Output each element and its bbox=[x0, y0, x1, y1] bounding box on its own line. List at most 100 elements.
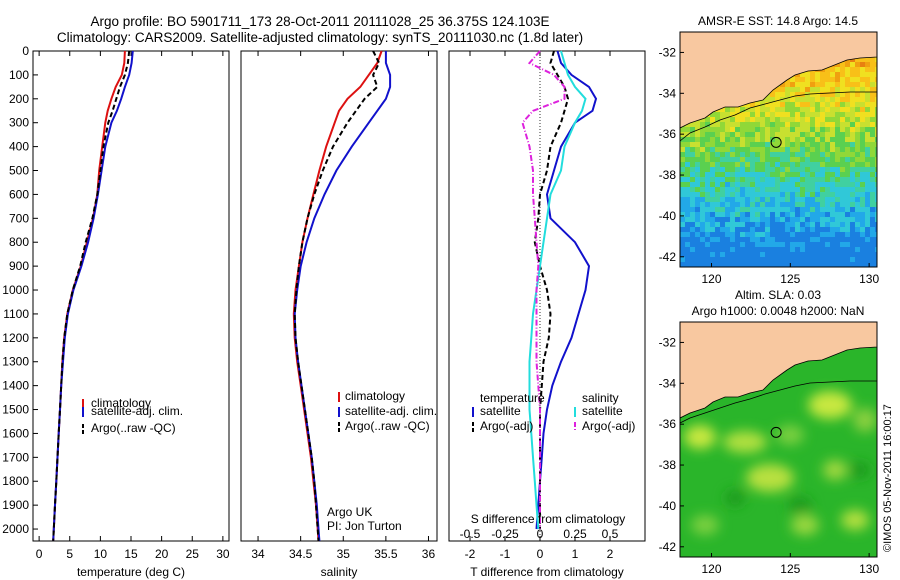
sst-cell bbox=[865, 247, 870, 252]
sst-cell bbox=[745, 232, 750, 237]
sst-cell bbox=[850, 222, 855, 227]
sst-cell bbox=[860, 252, 865, 257]
sst-cell bbox=[820, 227, 825, 232]
sst-cell bbox=[800, 152, 805, 157]
sst-cell bbox=[865, 122, 870, 127]
sst-cell bbox=[860, 247, 865, 252]
sst-cell bbox=[835, 92, 840, 97]
sst-cell bbox=[840, 117, 845, 122]
sst-cell bbox=[855, 232, 860, 237]
sst-cell bbox=[770, 217, 775, 222]
sst-cell bbox=[760, 187, 765, 192]
sst-cell bbox=[855, 162, 860, 167]
sst-cell bbox=[700, 212, 705, 217]
sst-cell bbox=[790, 242, 795, 247]
sst-cell bbox=[740, 147, 745, 152]
sst-cell bbox=[710, 227, 715, 232]
sst-cell bbox=[830, 187, 835, 192]
sst-cell bbox=[790, 227, 795, 232]
sst-cell bbox=[740, 177, 745, 182]
sst-cell bbox=[835, 72, 840, 77]
sst-cell bbox=[855, 247, 860, 252]
sst-cell bbox=[815, 237, 820, 242]
sst-cell bbox=[865, 112, 870, 117]
sst-cell bbox=[730, 112, 735, 117]
sst-cell bbox=[735, 172, 740, 177]
sst-cell bbox=[770, 192, 775, 197]
series-line-2 bbox=[52, 50, 134, 542]
sst-cell bbox=[875, 197, 877, 202]
sst-cell bbox=[685, 177, 690, 182]
sst-cell bbox=[820, 117, 825, 122]
sst-cell bbox=[715, 257, 720, 262]
sst-cell bbox=[860, 172, 865, 177]
sst-cell bbox=[830, 117, 835, 122]
sst-cell bbox=[840, 77, 845, 82]
sst-cell bbox=[850, 232, 855, 237]
sst-cell bbox=[780, 127, 785, 132]
sst-cell bbox=[865, 107, 870, 112]
sst-cell bbox=[810, 72, 815, 77]
sst-cell bbox=[755, 137, 760, 142]
sst-cell bbox=[695, 262, 700, 267]
sst-cell bbox=[845, 257, 850, 262]
sst-cell bbox=[805, 162, 810, 167]
sst-cell bbox=[690, 227, 695, 232]
sst-cell bbox=[795, 132, 800, 137]
sst-cell bbox=[765, 107, 770, 112]
sst-cell bbox=[805, 227, 810, 232]
sst-cell bbox=[790, 152, 795, 157]
sst-cell bbox=[825, 132, 830, 137]
sst-cell bbox=[830, 182, 835, 187]
sst-cell bbox=[705, 227, 710, 232]
sst-cell bbox=[850, 107, 855, 112]
legend-satellite-adj: satellite-adj. clim. bbox=[345, 404, 437, 418]
sst-cell bbox=[750, 207, 755, 212]
sst-cell bbox=[735, 262, 740, 267]
sst-cell bbox=[865, 82, 870, 87]
sst-cell bbox=[685, 182, 690, 187]
sst-cell bbox=[860, 112, 865, 117]
sst-cell bbox=[780, 247, 785, 252]
sst-cell bbox=[850, 92, 855, 97]
sst-cell bbox=[730, 227, 735, 232]
sst-cell bbox=[695, 152, 700, 157]
sst-cell bbox=[730, 147, 735, 152]
sst-cell bbox=[725, 107, 730, 112]
sst-cell bbox=[785, 132, 790, 137]
sst-cell bbox=[800, 87, 805, 92]
sst-cell bbox=[860, 217, 865, 222]
sst-cell bbox=[790, 162, 795, 167]
sst-cell bbox=[715, 237, 720, 242]
sst-cell bbox=[740, 222, 745, 227]
y-tick-label: 1700 bbox=[2, 450, 29, 464]
sst-cell bbox=[805, 152, 810, 157]
sst-cell bbox=[870, 142, 875, 147]
sst-cell bbox=[710, 172, 715, 177]
sst-cell bbox=[710, 242, 715, 247]
sst-cell bbox=[765, 117, 770, 122]
salinity-axes-frame bbox=[240, 50, 438, 542]
sst-cell bbox=[735, 197, 740, 202]
sst-cell bbox=[820, 242, 825, 247]
sst-cell bbox=[800, 147, 805, 152]
sst-cell bbox=[720, 237, 725, 242]
sst-cell bbox=[815, 112, 820, 117]
sst-cell bbox=[860, 132, 865, 137]
sst-cell bbox=[695, 127, 700, 132]
sst-cell bbox=[740, 152, 745, 157]
sst-cell bbox=[765, 202, 770, 207]
sst-cell bbox=[800, 212, 805, 217]
map-y-tick-label: -36 bbox=[659, 127, 677, 141]
sst-cell bbox=[785, 157, 790, 162]
sst-cell bbox=[730, 167, 735, 172]
sst-cell bbox=[740, 117, 745, 122]
sst-cell bbox=[830, 67, 835, 72]
sst-cell bbox=[710, 177, 715, 182]
sst-cell bbox=[765, 247, 770, 252]
sst-cell bbox=[860, 82, 865, 87]
sst-cell bbox=[875, 192, 877, 197]
sst-cell bbox=[750, 192, 755, 197]
sst-cell bbox=[860, 142, 865, 147]
sst-cell bbox=[765, 167, 770, 172]
